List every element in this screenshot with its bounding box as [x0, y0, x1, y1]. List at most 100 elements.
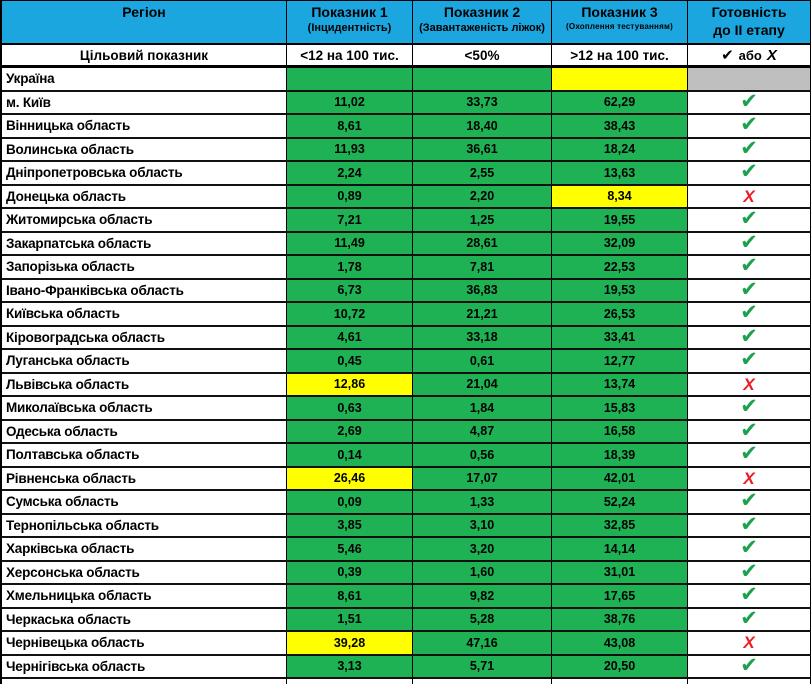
value-cell-indicator-1: 3,85	[287, 514, 413, 536]
value-cell-indicator-1: 2,24	[287, 162, 413, 184]
region-name: Закарпатська область	[2, 232, 287, 254]
value-cell-indicator-2: 0,61	[413, 350, 552, 372]
value-cell-indicator-3: 15,83	[552, 397, 688, 419]
target-indicator-2: <50%	[413, 45, 552, 65]
check-icon: ✔	[740, 138, 758, 160]
table-row: Херсонська область 0,39 1,60 31,01 ✔	[2, 561, 811, 585]
status-cell: ✔	[688, 115, 811, 137]
table-row: Дніпропетровська область 2,24 2,55 13,63…	[2, 162, 811, 186]
region-name: Івано-Франківська область	[2, 279, 287, 301]
value-cell-indicator-1: 4,61	[287, 326, 413, 348]
region-name: Рівненська область	[2, 467, 287, 489]
table-row: Хмельницька область 8,61 9,82 17,65 ✔	[2, 585, 811, 609]
region-name: Чернівецька область	[2, 632, 287, 654]
target-indicator-3: >12 на 100 тис.	[552, 45, 688, 65]
summary-row-ukraine: Україна	[2, 68, 811, 92]
value-cell-indicator-3: 43,08	[552, 632, 688, 654]
value-cell-indicator-3: 8,34	[552, 185, 688, 207]
status-cell: ✔	[688, 585, 811, 607]
table-row: Запорізька область 1,78 7,81 22,53 ✔	[2, 256, 811, 280]
value-cell-indicator-3: 33,41	[552, 326, 688, 348]
check-icon: ✔	[740, 538, 758, 560]
header-indicator-3-subtitle: (Охоплення тестуванням)	[566, 21, 673, 31]
value-cell-indicator-2: 5,28	[413, 608, 552, 630]
value-cell-indicator-3: 19,53	[552, 279, 688, 301]
region-name: Сумська область	[2, 491, 287, 513]
status-cell: Х	[688, 632, 811, 654]
table-row: Черкаська область 1,51 5,28 38,76 ✔	[2, 608, 811, 632]
value-cell-indicator-3: 19,55	[552, 209, 688, 231]
value-cell-indicator-3: 22,53	[552, 256, 688, 278]
status-cell: ✔	[688, 303, 811, 325]
region-name: Харківська область	[2, 538, 287, 560]
value-cell-indicator-1: 2,69	[287, 420, 413, 442]
table-row: Житомирська область 7,21 1,25 19,55 ✔	[2, 209, 811, 233]
table-row: Чернігівська область 3,13 5,71 20,50 ✔	[2, 655, 811, 679]
value-cell-indicator-2: 1,25	[413, 209, 552, 231]
value-cell-indicator-1: 26,46	[287, 467, 413, 489]
value-cell-indicator-3: 32,85	[552, 514, 688, 536]
value-cell-indicator-2: 33,18	[413, 326, 552, 348]
value-cell-indicator-3: 13,63	[552, 162, 688, 184]
status-cell: ✔	[688, 420, 811, 442]
value-cell-indicator-2: 3,10	[413, 514, 552, 536]
status-cell: Х	[688, 185, 811, 207]
value-cell-indicator-1: 6,73	[287, 279, 413, 301]
value-cell-indicator-3: 26,53	[552, 303, 688, 325]
check-icon: ✔	[740, 162, 758, 184]
table-row: Тернопільська область 3,85 3,10 32,85 ✔	[2, 514, 811, 538]
header-indicator-2-title: Показник 2	[443, 4, 521, 20]
value-cell-indicator-3: 13,74	[552, 373, 688, 395]
status-cell: ✔	[688, 350, 811, 372]
value-cell-indicator-1: 7,21	[287, 209, 413, 231]
check-icon: ✔	[740, 303, 758, 325]
check-icon: ✔	[740, 326, 758, 348]
table-row: Луганська область 0,45 0,61 12,77 ✔	[2, 350, 811, 374]
region-name: Тернопільська область	[2, 514, 287, 536]
table-row: Кіровоградська область 4,61 33,18 33,41 …	[2, 326, 811, 350]
value-cell-indicator-3: 32,09	[552, 232, 688, 254]
check-icon: ✔	[721, 47, 734, 64]
region-name: Херсонська область	[2, 561, 287, 583]
check-icon: ✔	[740, 209, 758, 231]
summary-cell-indicator-3	[552, 68, 688, 90]
region-name: Львівська область	[2, 373, 287, 395]
value-cell-indicator-3: 18,24	[552, 138, 688, 160]
status-cell: ✔	[688, 162, 811, 184]
value-cell-indicator-2: 21,04	[413, 373, 552, 395]
header-indicator-2: Показник 2 (Завантаженість ліжок)	[413, 1, 552, 43]
check-icon: ✔	[740, 561, 758, 583]
value-cell-indicator-2: 21,21	[413, 303, 552, 325]
status-cell: ✔	[688, 491, 811, 513]
summary-cell-readiness	[688, 68, 811, 90]
value-cell-indicator-1: 3,13	[287, 655, 413, 677]
region-name: Київська область	[2, 303, 287, 325]
value-cell-indicator-1: 39,28	[287, 632, 413, 654]
target-row: Цільовий показник <12 на 100 тис. <50% >…	[2, 45, 811, 68]
table-header-row: Регіон Показник 1 (Інцидентність) Показн…	[2, 1, 811, 45]
header-indicator-2-subtitle: (Завантаженість ліжок)	[419, 21, 545, 34]
table-row: Волинська область 11,93 36,61 18,24 ✔	[2, 138, 811, 162]
table-row: Київська область 10,72 21,21 26,53 ✔	[2, 303, 811, 327]
value-cell-indicator-1: 11,02	[287, 91, 413, 113]
x-icon: Х	[743, 374, 755, 394]
value-cell-indicator-2: 2,20	[413, 185, 552, 207]
check-icon: ✔	[740, 655, 758, 677]
table-row: Івано-Франківська область 6,73 36,83 19,…	[2, 279, 811, 303]
x-icon: Х	[766, 46, 777, 64]
table-row: Полтавська область 0,14 0,56 18,39 ✔	[2, 444, 811, 468]
status-cell: ✔	[688, 655, 811, 677]
value-cell-indicator-2: 1,33	[413, 491, 552, 513]
region-name: Луганська область	[2, 350, 287, 372]
header-region-label: Регіон	[122, 4, 166, 20]
x-icon: Х	[743, 633, 755, 653]
header-indicator-3-title: Показник 3	[581, 4, 658, 20]
region-name: Хмельницька область	[2, 585, 287, 607]
value-cell-indicator-2: 9,82	[413, 585, 552, 607]
value-cell-indicator-2: 0,56	[413, 444, 552, 466]
partial-row	[2, 679, 811, 684]
value-cell-indicator-1: 1,51	[287, 608, 413, 630]
status-cell: ✔	[688, 232, 811, 254]
check-icon: ✔	[740, 115, 758, 137]
